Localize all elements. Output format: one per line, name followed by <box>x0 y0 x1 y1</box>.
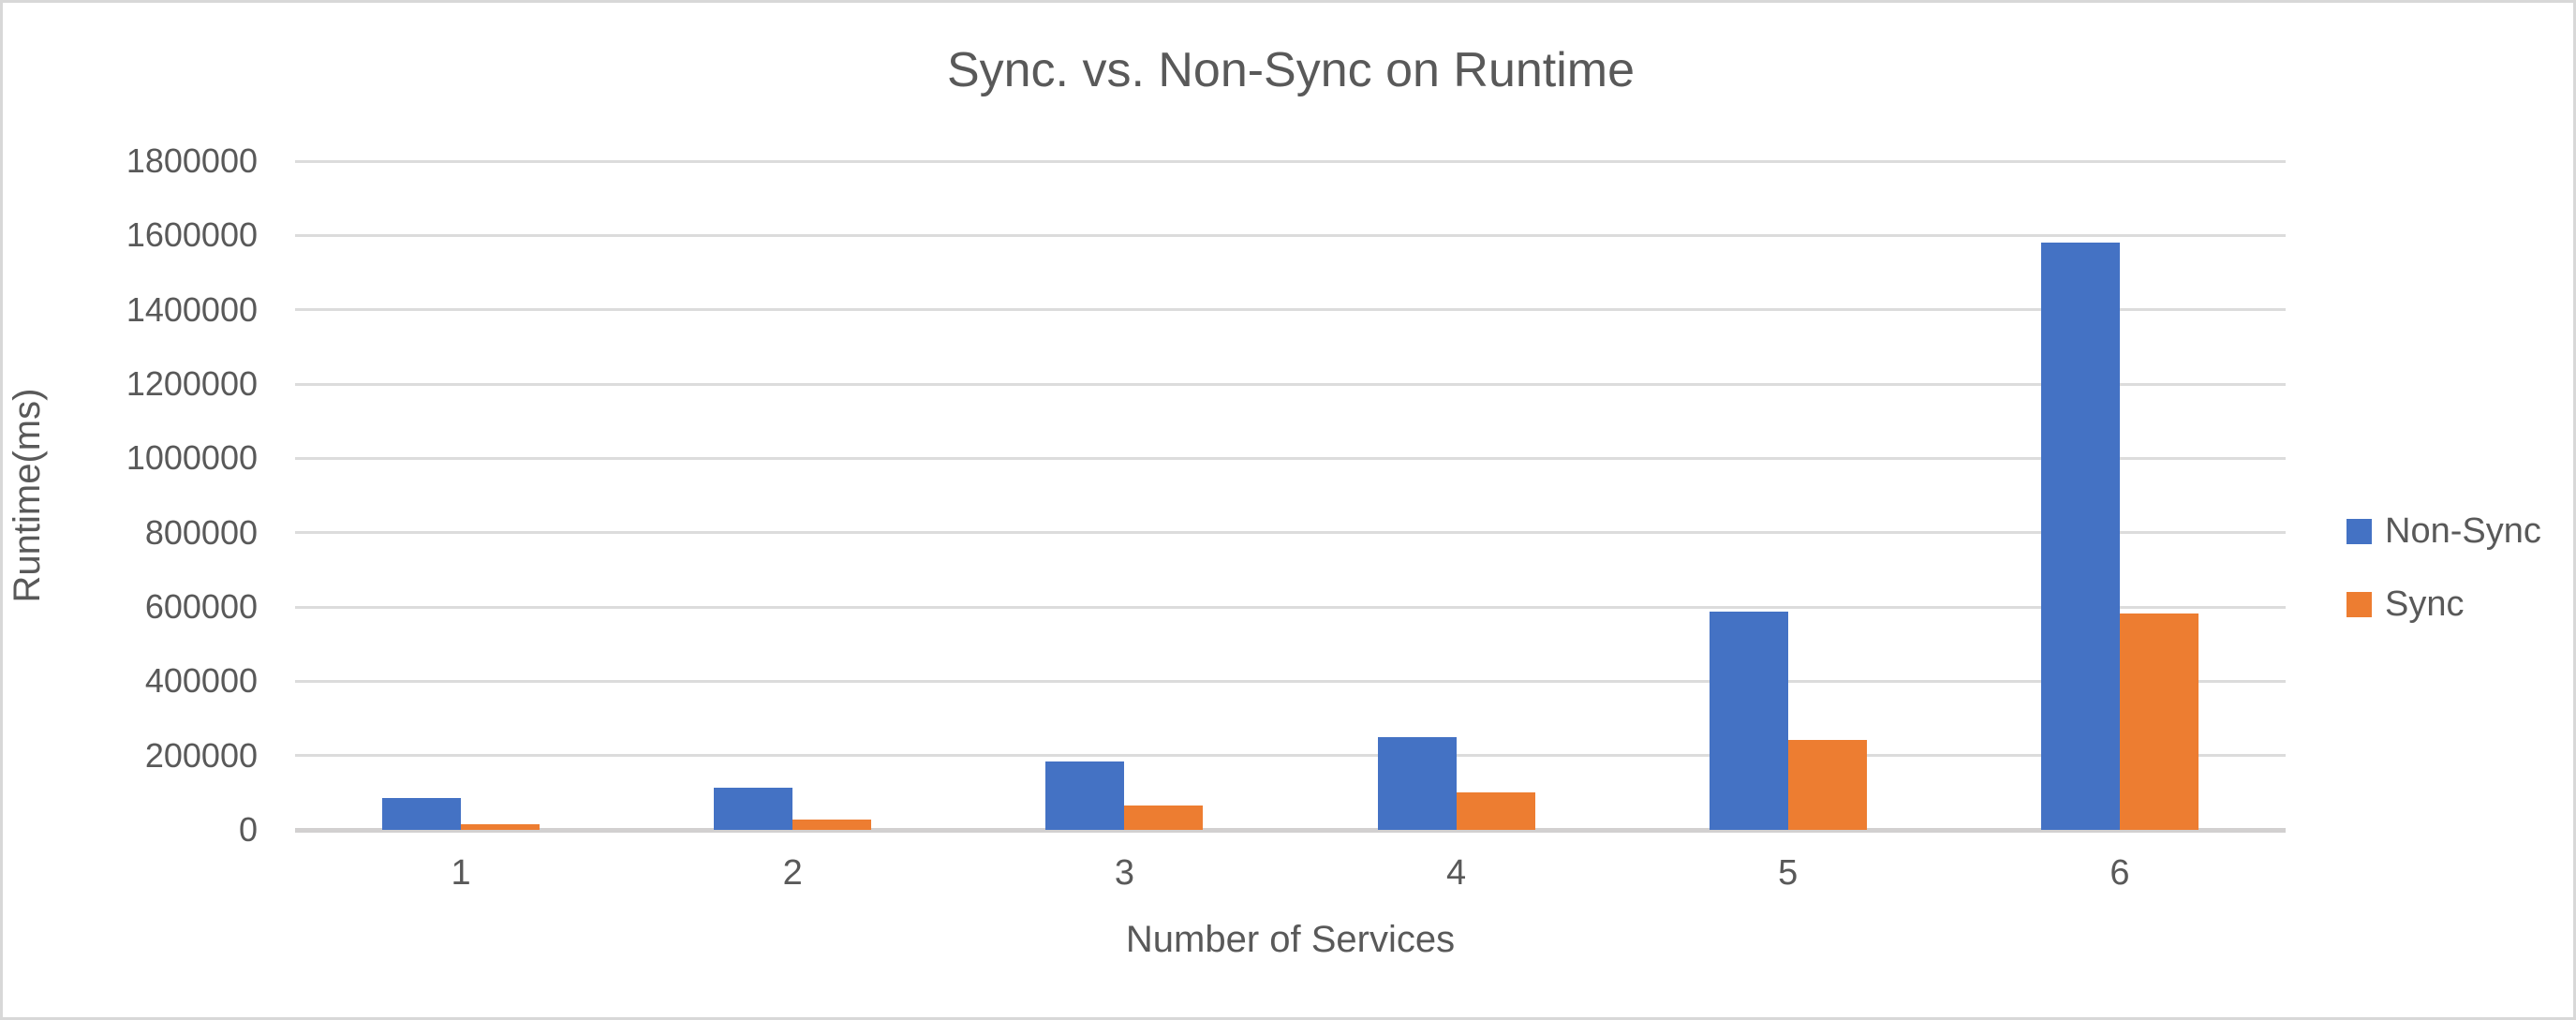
legend-swatch-non-sync <box>2347 518 2372 544</box>
y-tick-label: 1200000 <box>126 364 258 403</box>
gridline <box>295 159 2286 163</box>
chart-title: Sync. vs. Non-Sync on Runtime <box>946 43 1636 97</box>
gridline <box>295 308 2286 312</box>
x-tick-label: 2 <box>782 853 803 893</box>
y-tick-label: 400000 <box>144 661 258 701</box>
bar-sync-4 <box>1457 792 1535 830</box>
gridline <box>295 233 2286 237</box>
y-tick-label: 1400000 <box>126 289 258 329</box>
x-tick-label: 5 <box>1778 853 1799 893</box>
bar-non-sync-3 <box>1045 761 1124 830</box>
y-tick-label: 1600000 <box>126 215 258 255</box>
y-tick-label: 1800000 <box>126 141 258 180</box>
bar-sync-6 <box>2120 613 2198 830</box>
gridline <box>295 456 2286 460</box>
bar-non-sync-5 <box>1710 612 1788 830</box>
plot-area <box>295 159 2286 833</box>
bar-non-sync-6 <box>2041 243 2120 830</box>
legend-label-non-sync: Non-Sync <box>2385 511 2541 551</box>
y-tick-label: 0 <box>238 810 258 849</box>
x-tick-label: 3 <box>1114 853 1134 893</box>
gridline <box>295 605 2286 609</box>
legend-item-sync: Sync <box>2347 584 2541 625</box>
bar-non-sync-1 <box>382 798 461 830</box>
bar-non-sync-4 <box>1378 737 1457 830</box>
x-axis-tick-labels: 1 2 3 4 5 6 <box>295 853 2286 906</box>
legend-swatch-sync <box>2347 591 2372 617</box>
legend-item-non-sync: Non-Sync <box>2347 510 2541 552</box>
gridline <box>295 679 2286 683</box>
x-tick-label: 6 <box>2110 853 2130 893</box>
bar-sync-2 <box>792 820 871 830</box>
y-tick-label: 200000 <box>144 735 258 775</box>
x-axis-title: Number of Services <box>1125 919 1456 960</box>
bar-sync-1 <box>461 824 540 830</box>
legend-label-sync: Sync <box>2385 584 2465 624</box>
gridline <box>295 382 2286 386</box>
bar-sync-5 <box>1788 740 1867 830</box>
x-axis-line <box>295 828 2286 833</box>
bar-sync-3 <box>1124 806 1203 830</box>
x-tick-label: 4 <box>1446 853 1467 893</box>
y-tick-label: 1000000 <box>126 438 258 478</box>
y-axis-tick-labels: 0 200000 400000 600000 800000 1000000 1200000 1… <box>3 141 258 849</box>
gridline <box>295 754 2286 758</box>
gridline <box>295 531 2286 535</box>
legend: Non-Sync Sync <box>2347 510 2541 625</box>
bar-non-sync-2 <box>714 788 792 830</box>
y-tick-label: 600000 <box>144 587 258 626</box>
y-tick-label: 800000 <box>144 512 258 552</box>
x-tick-label: 1 <box>451 853 471 893</box>
